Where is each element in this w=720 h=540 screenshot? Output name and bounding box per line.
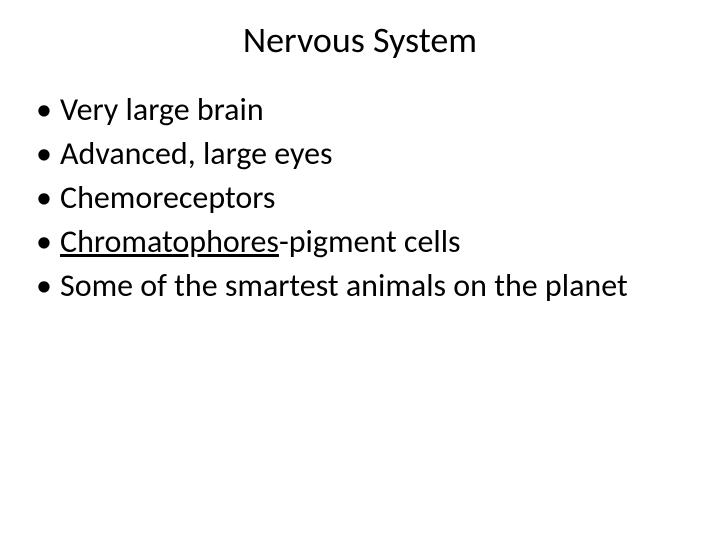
bullet-text: Chemoreceptors (60, 178, 275, 217)
bullet-text: Advanced, large eyes (60, 134, 333, 173)
bullet-text-rest: -pigment cells (279, 222, 461, 261)
slide-title: Nervous System (30, 18, 690, 62)
bullet-text: Some of the smartest animals on the plan… (60, 266, 628, 305)
list-item: Chemoreceptors (36, 178, 690, 218)
list-item: Very large brain (36, 90, 690, 130)
list-item: Advanced, large eyes (36, 134, 690, 174)
list-item: Some of the smartest animals on the plan… (36, 266, 690, 306)
bullet-list: Very large brain Advanced, large eyes Ch… (30, 90, 690, 306)
bullet-text: Very large brain (60, 90, 264, 129)
slide: Nervous System Very large brain Advanced… (0, 0, 720, 540)
list-item: Chromatophores-pigment cells (36, 222, 690, 262)
bullet-text-underlined: Chromatophores (60, 222, 279, 261)
